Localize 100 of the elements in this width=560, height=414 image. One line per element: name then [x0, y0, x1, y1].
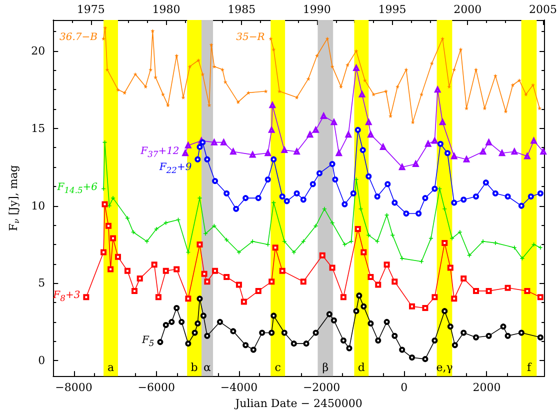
point [310, 181, 316, 188]
point [440, 36, 445, 41]
point [133, 72, 138, 76]
point [242, 342, 249, 348]
point [392, 278, 398, 285]
point [486, 332, 492, 339]
point [281, 330, 288, 336]
point [240, 298, 247, 305]
point [473, 334, 479, 340]
point [537, 294, 544, 300]
point [279, 268, 286, 274]
point [419, 92, 424, 96]
point [360, 249, 367, 256]
point [537, 190, 544, 196]
x-tick-label: −4000 [220, 381, 258, 394]
point [384, 181, 391, 188]
point [346, 62, 350, 67]
point [340, 337, 346, 344]
point [512, 246, 516, 250]
point [447, 264, 454, 271]
point [314, 224, 318, 228]
point [422, 304, 428, 311]
point [136, 276, 143, 282]
point [482, 180, 489, 186]
point [224, 190, 230, 196]
band-label: b [190, 361, 198, 374]
point [110, 235, 116, 242]
point [108, 266, 114, 272]
point [102, 186, 106, 191]
point [368, 274, 374, 280]
point [188, 64, 192, 68]
point [330, 64, 334, 68]
point [250, 239, 255, 244]
point [255, 288, 262, 294]
point [504, 194, 511, 200]
point [375, 337, 382, 344]
point [204, 332, 210, 339]
point [164, 220, 168, 225]
point [270, 312, 277, 319]
point [473, 194, 479, 200]
x-tick-label: −8000 [55, 381, 92, 394]
band-label: α [204, 361, 212, 374]
point [300, 196, 306, 203]
point [354, 226, 361, 232]
point [212, 268, 218, 274]
point [268, 330, 275, 336]
point [518, 202, 524, 209]
point [530, 83, 535, 88]
point [150, 28, 155, 33]
point [319, 252, 326, 258]
x-axis-title: Julian Date − 2450000 [234, 397, 362, 410]
point [384, 89, 388, 94]
point [212, 224, 216, 228]
point [374, 194, 380, 200]
point [458, 47, 463, 52]
point [230, 328, 236, 334]
point [492, 190, 498, 196]
point [460, 196, 467, 203]
point [400, 256, 404, 260]
point [316, 170, 322, 176]
point [524, 92, 528, 96]
point [315, 54, 320, 58]
point [451, 296, 458, 302]
series-label: F$_{37}$+12 [140, 146, 180, 160]
point [242, 195, 249, 202]
point [452, 342, 458, 348]
x-tick-label: 2000 [472, 381, 501, 394]
point [270, 156, 277, 162]
point [204, 156, 210, 162]
point [236, 250, 241, 254]
point [349, 239, 354, 244]
point [216, 318, 223, 325]
point [192, 330, 198, 336]
point [196, 144, 203, 150]
point [537, 334, 544, 340]
point [124, 268, 130, 274]
point [301, 239, 306, 244]
x2-tick-label: 1975 [76, 3, 105, 16]
point [303, 340, 310, 347]
band-label: d [358, 361, 365, 374]
point [493, 240, 498, 245]
point [362, 78, 367, 82]
series-label: 36.7−B [60, 32, 98, 44]
point [144, 239, 149, 244]
point [460, 330, 467, 336]
point [194, 320, 201, 326]
x2-tick-label: 1995 [378, 3, 406, 16]
point [174, 54, 179, 58]
x2-tick-label: 2000 [454, 3, 482, 16]
point [504, 109, 508, 114]
point [272, 47, 276, 52]
point [155, 294, 162, 300]
point [312, 330, 319, 336]
point [532, 242, 536, 246]
x-tick-label: 0 [400, 381, 408, 394]
y-tick-label: 10 [31, 199, 46, 212]
point [154, 227, 158, 232]
point [493, 74, 498, 78]
point [399, 346, 406, 353]
y-tick-label: 15 [31, 122, 46, 135]
